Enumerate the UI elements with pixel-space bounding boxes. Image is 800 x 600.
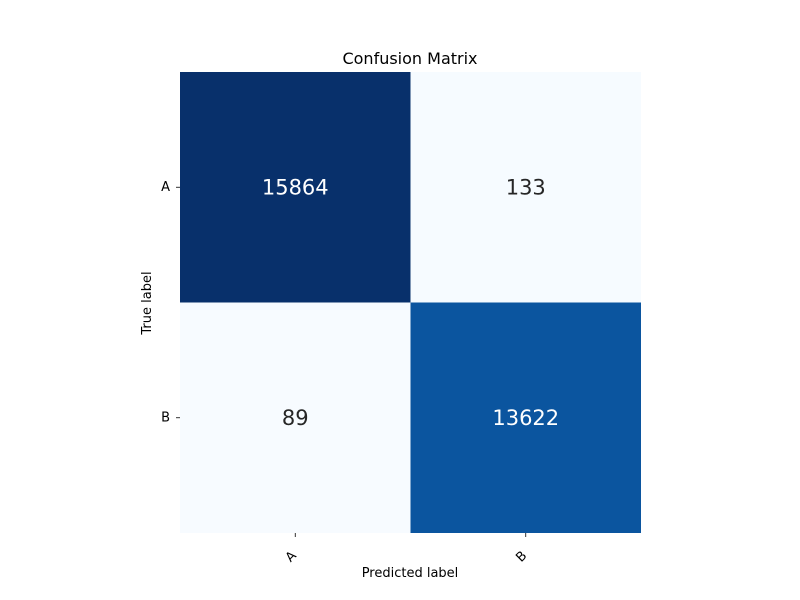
- heatmap-cell-B-A: [180, 302, 411, 533]
- x-axis-label: Predicted label: [362, 566, 459, 581]
- y-axis-label: True label: [140, 271, 155, 335]
- cell-value-label: 15864: [262, 175, 329, 199]
- heatmap-cells: [180, 72, 641, 533]
- y-axis-ticks: AB: [161, 180, 180, 425]
- x-tick-label: B: [513, 549, 530, 566]
- heatmap-cell-A-B: [410, 72, 641, 303]
- x-tick-label: A: [283, 548, 300, 565]
- chart-title: Confusion Matrix: [342, 49, 477, 68]
- cell-value-label: 13622: [492, 406, 559, 430]
- y-tick-label: A: [161, 180, 170, 195]
- y-tick-label: B: [161, 410, 170, 425]
- cell-value-label: 89: [282, 406, 309, 430]
- heatmap-cell-A-A: [180, 72, 411, 303]
- heatmap-cell-B-B: [410, 302, 641, 533]
- heatmap-cell-labels: 15864 133 89 13622: [262, 175, 559, 430]
- cell-value-label: 133: [506, 175, 546, 199]
